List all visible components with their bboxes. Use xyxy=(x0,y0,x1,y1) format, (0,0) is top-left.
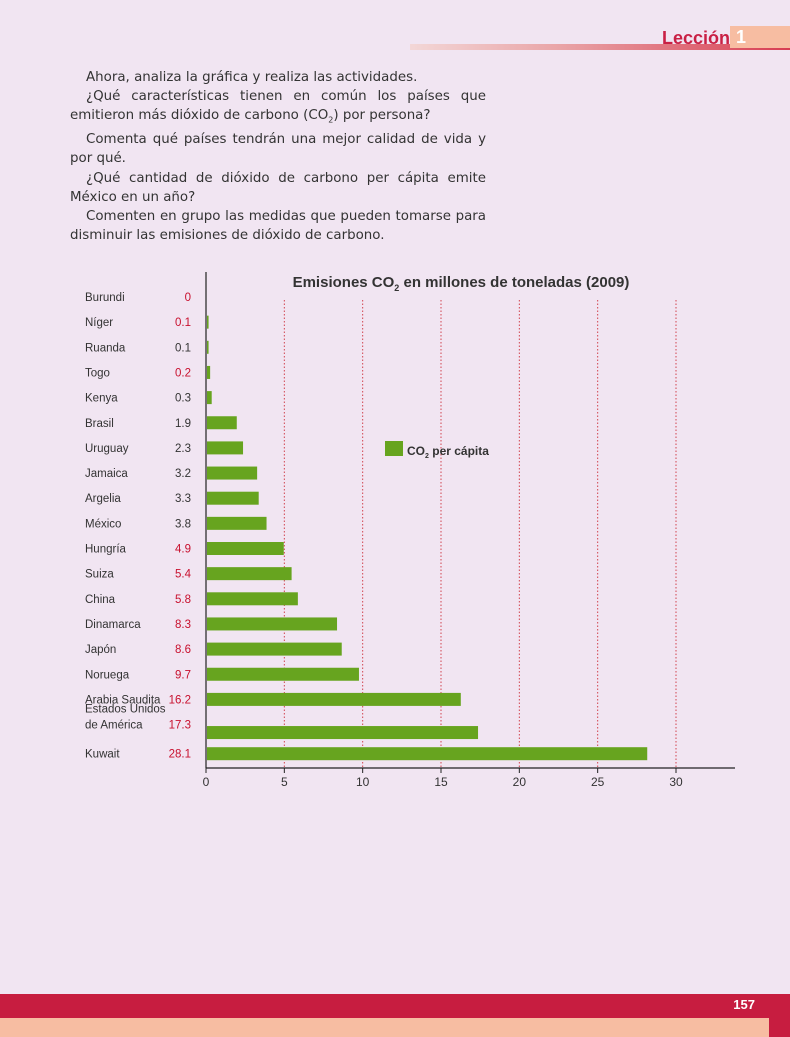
country-label-4: Kenya xyxy=(85,393,118,405)
country-label-15: Noruega xyxy=(85,669,130,681)
value-label-3: 0.2 xyxy=(175,367,191,379)
country-label-8: Argelia xyxy=(85,493,121,505)
intro-paragraph-3: Comenta qué países tendrán una mejor cal… xyxy=(70,132,486,167)
bar-17 xyxy=(207,726,479,740)
country-label-14: Japón xyxy=(85,644,116,656)
value-label-0: 0 xyxy=(185,292,191,304)
footer-tab xyxy=(769,1018,790,1037)
bar-16 xyxy=(207,692,461,706)
country-label-5: Brasil xyxy=(85,418,114,430)
value-label-10: 4.9 xyxy=(175,544,191,556)
value-label-2: 0.1 xyxy=(175,342,191,354)
country-label-16: Arabia Saudita xyxy=(85,694,161,706)
value-label-4: 0.3 xyxy=(175,393,191,405)
value-label-5: 1.9 xyxy=(175,418,191,430)
bar-1 xyxy=(207,315,209,329)
value-label-15: 9.7 xyxy=(175,669,191,681)
intro-text: Ahora, analiza la gráfica y realiza las … xyxy=(70,68,486,246)
country-label-13: Dinamarca xyxy=(85,619,141,631)
country-label-1: Níger xyxy=(85,317,113,329)
value-label-12: 5.8 xyxy=(175,594,191,606)
country-label-0: Burundi xyxy=(85,292,125,304)
bar-12 xyxy=(207,592,298,606)
bar-5 xyxy=(207,416,237,430)
value-label-7: 3.2 xyxy=(175,468,191,480)
intro-paragraph-1: Ahora, analiza la gráfica y realiza las … xyxy=(86,70,418,85)
country-label-18: Kuwait xyxy=(85,749,120,761)
page-number: 157 xyxy=(733,997,755,1012)
value-label-14: 8.6 xyxy=(175,644,191,656)
bar-8 xyxy=(207,491,259,505)
bar-2 xyxy=(207,340,209,354)
country-label-17-1: de América xyxy=(85,720,143,732)
value-label-9: 3.8 xyxy=(175,518,191,530)
legend-swatch xyxy=(385,441,403,456)
bar-7 xyxy=(207,466,258,480)
bar-15 xyxy=(207,667,359,681)
bar-14 xyxy=(207,642,342,656)
bar-18 xyxy=(207,747,648,761)
country-label-3: Togo xyxy=(85,367,110,379)
country-label-12: China xyxy=(85,594,116,606)
country-label-7: Jamaica xyxy=(85,468,128,480)
value-label-11: 5.4 xyxy=(175,569,192,581)
x-tick-label-15: 15 xyxy=(434,775,448,789)
value-label-16: 16.2 xyxy=(169,694,191,706)
chart-title: Emisiones CO2 en millones de toneladas (… xyxy=(293,274,630,293)
x-tick-label-10: 10 xyxy=(356,775,370,789)
bar-10 xyxy=(207,542,284,555)
lesson-number: 1 xyxy=(730,26,790,48)
x-tick-label-20: 20 xyxy=(513,775,527,789)
value-label-8: 3.3 xyxy=(175,493,191,505)
footer-band xyxy=(0,994,790,1018)
country-label-17-0: Estados Unidos xyxy=(85,704,166,716)
bar-13 xyxy=(207,617,338,631)
country-label-2: Ruanda xyxy=(85,342,126,354)
bar-3 xyxy=(207,365,211,379)
country-label-10: Hungría xyxy=(85,544,127,556)
x-tick-label-25: 25 xyxy=(591,775,605,789)
intro-paragraph-2: ¿Qué características tienen en común los… xyxy=(70,89,486,126)
intro-paragraph-5: Comenten en grupo las medidas que pueden… xyxy=(70,209,486,244)
country-label-11: Suiza xyxy=(85,569,114,581)
x-tick-label-0: 0 xyxy=(203,775,210,789)
lesson-label: Lección xyxy=(661,28,730,48)
value-label-6: 2.3 xyxy=(175,443,191,455)
country-label-6: Uruguay xyxy=(85,443,129,455)
legend-label: CO2 per cápita xyxy=(407,444,489,460)
footer-strip xyxy=(0,1018,769,1037)
value-label-17: 17.3 xyxy=(169,720,191,732)
header-rule xyxy=(410,44,790,50)
bar-6 xyxy=(207,441,244,455)
bar-4 xyxy=(207,391,212,405)
legend: CO2 per cápita xyxy=(385,441,489,460)
country-label-9: México xyxy=(85,518,121,530)
intro-paragraph-4: ¿Qué cantidad de dióxido de carbono per … xyxy=(70,170,486,205)
value-label-18: 28.1 xyxy=(169,749,191,761)
value-label-1: 0.1 xyxy=(175,317,191,329)
value-label-13: 8.3 xyxy=(175,619,191,631)
bar-9 xyxy=(207,516,267,530)
x-tick-label-30: 30 xyxy=(669,775,683,789)
x-tick-label-5: 5 xyxy=(281,775,288,789)
bar-11 xyxy=(207,567,292,581)
